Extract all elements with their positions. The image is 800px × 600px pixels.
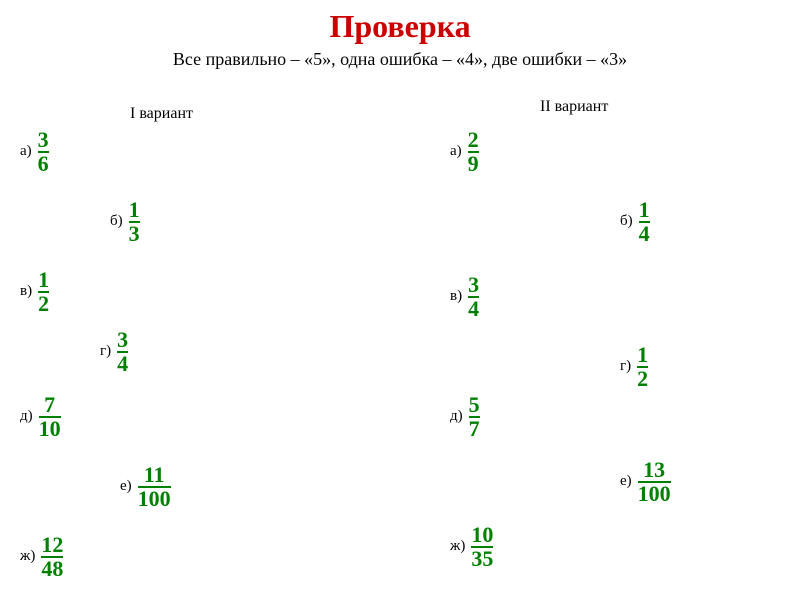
fraction-numerator: 13 [643, 460, 665, 480]
fraction-denominator: 6 [38, 154, 49, 174]
fraction-denominator: 7 [469, 419, 480, 439]
item-letter: а) [20, 143, 32, 160]
fraction-denominator: 4 [639, 224, 650, 244]
fraction: 1035 [471, 525, 493, 569]
fraction: 12 [637, 345, 648, 389]
fraction: 36 [38, 130, 49, 174]
fraction-numerator: 3 [38, 130, 49, 150]
fraction: 34 [468, 275, 479, 319]
fraction: 14 [639, 200, 650, 244]
answer-item: е)11100 [120, 465, 171, 509]
answer-item: а)36 [20, 130, 49, 174]
fraction-denominator: 35 [471, 549, 493, 569]
answer-item: в)12 [20, 270, 49, 314]
page-title: Проверка [0, 0, 800, 45]
fraction-numerator: 7 [44, 395, 55, 415]
fraction: 29 [468, 130, 479, 174]
fraction-denominator: 3 [129, 224, 140, 244]
fraction: 13100 [638, 460, 671, 504]
fraction-numerator: 1 [639, 200, 650, 220]
answer-item: б)14 [620, 200, 650, 244]
fraction-denominator: 10 [39, 419, 61, 439]
item-letter: ж) [20, 548, 35, 565]
fraction: 57 [469, 395, 480, 439]
fraction: 11100 [138, 465, 171, 509]
fraction-denominator: 4 [468, 299, 479, 319]
item-letter: в) [20, 283, 32, 300]
fraction-denominator: 100 [138, 489, 171, 509]
fraction-numerator: 1 [129, 200, 140, 220]
answer-item: ж)1035 [450, 525, 493, 569]
item-letter: д) [450, 408, 463, 425]
item-letter: е) [620, 473, 632, 490]
answer-item: е)13100 [620, 460, 671, 504]
fraction: 34 [117, 330, 128, 374]
item-letter: г) [100, 343, 111, 360]
answer-item: д)57 [450, 395, 480, 439]
answer-item: г)12 [620, 345, 648, 389]
item-letter: б) [620, 213, 633, 230]
fraction-numerator: 11 [144, 465, 165, 485]
fraction-numerator: 10 [471, 525, 493, 545]
fraction-denominator: 9 [468, 154, 479, 174]
item-letter: д) [20, 408, 33, 425]
fraction-denominator: 2 [38, 294, 49, 314]
variant-label: II вариант [540, 98, 608, 116]
fraction: 13 [129, 200, 140, 244]
fraction-numerator: 12 [41, 535, 63, 555]
grading-subtitle: Все правильно – «5», одна ошибка – «4», … [0, 49, 800, 70]
fraction: 710 [39, 395, 61, 439]
answer-item: ж)1248 [20, 535, 63, 579]
answer-item: б)13 [110, 200, 140, 244]
fraction-denominator: 100 [638, 484, 671, 504]
item-letter: г) [620, 358, 631, 375]
fraction-numerator: 1 [637, 345, 648, 365]
variant-label: I вариант [130, 105, 193, 123]
item-letter: б) [110, 213, 123, 230]
fraction-numerator: 5 [469, 395, 480, 415]
item-letter: ж) [450, 538, 465, 555]
answer-item: д)710 [20, 395, 61, 439]
fraction-denominator: 2 [637, 369, 648, 389]
fraction-numerator: 3 [117, 330, 128, 350]
answer-item: г)34 [100, 330, 128, 374]
fraction-denominator: 4 [117, 354, 128, 374]
item-letter: е) [120, 478, 132, 495]
fraction-numerator: 3 [468, 275, 479, 295]
fraction: 12 [38, 270, 49, 314]
item-letter: в) [450, 288, 462, 305]
fraction: 1248 [41, 535, 63, 579]
fraction-numerator: 1 [38, 270, 49, 290]
answer-item: а)29 [450, 130, 479, 174]
fraction-denominator: 48 [41, 559, 63, 579]
answer-item: в)34 [450, 275, 479, 319]
fraction-numerator: 2 [468, 130, 479, 150]
item-letter: а) [450, 143, 462, 160]
